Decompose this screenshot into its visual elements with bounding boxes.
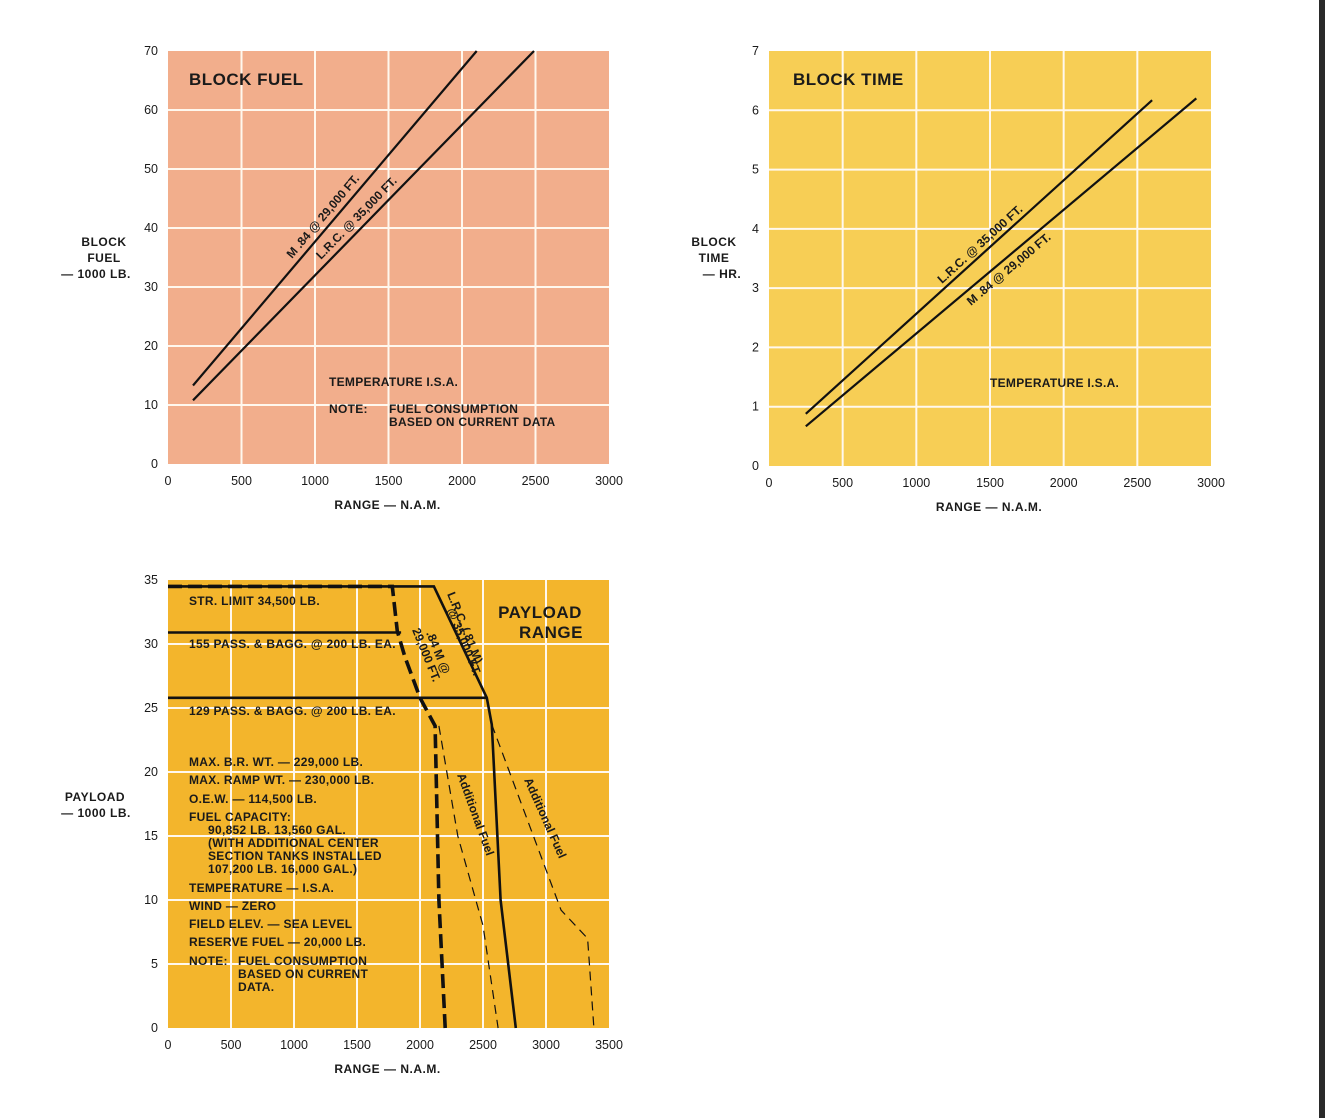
y-tick-label: 0	[151, 1021, 158, 1035]
note-text: WIND — ZERO	[189, 899, 276, 913]
y-tick-label: 7	[752, 44, 759, 58]
page-edge	[1319, 0, 1325, 1118]
x-tick-label: 2000	[1050, 476, 1078, 490]
x-tick-label: 2000	[406, 1038, 434, 1052]
note-text: (WITH ADDITIONAL CENTER	[208, 836, 379, 850]
x-axis-label: RANGE — N.A.M.	[334, 1062, 440, 1076]
y-tick-label: 3	[752, 281, 759, 295]
x-tick-label: 1500	[375, 474, 403, 488]
note-text: FIELD ELEV. — SEA LEVEL	[189, 917, 352, 931]
x-axis-label: RANGE — N.A.M.	[936, 500, 1042, 514]
series-line-1	[805, 97, 1198, 428]
note-text: NOTE:	[329, 402, 368, 416]
note-text: MAX. B.R. WT. — 229,000 LB.	[189, 755, 363, 769]
chart-block-time: 0 500 1000 1500 2000 2500 3000 0 1 2 3 4 5 6 7 RANGE — …	[691, 44, 1225, 514]
x-tick-label: 1000	[280, 1038, 308, 1052]
y-axis-label: — 1000 LB.	[61, 267, 131, 281]
plot-area	[168, 580, 609, 1028]
note-text: TEMPERATURE I.S.A.	[990, 376, 1119, 390]
y-tick-label: 6	[752, 103, 759, 117]
y-tick-label: 30	[144, 637, 158, 651]
y-tick-label: 35	[144, 573, 158, 587]
x-tick-label: 0	[766, 476, 773, 490]
x-tick-label: 2500	[469, 1038, 497, 1052]
note-text: BASED ON CURRENT	[238, 967, 369, 981]
x-tick-label: 1000	[902, 476, 930, 490]
note-text: FUEL CONSUMPTION	[389, 402, 518, 416]
y-axis-label: — 1000 LB.	[61, 806, 131, 820]
x-tick-label: 3500	[595, 1038, 623, 1052]
y-tick-label: 2	[752, 340, 759, 354]
note-text: O.E.W. — 114,500 LB.	[189, 792, 317, 806]
y-tick-label: 4	[752, 222, 759, 236]
y-tick-label: 5	[151, 957, 158, 971]
y-tick-label: 20	[144, 339, 158, 353]
limit-label: STR. LIMIT 34,500 LB.	[189, 594, 320, 608]
y-tick-label: 70	[144, 44, 158, 58]
y-tick-label: 0	[151, 457, 158, 471]
x-tick-label: 1500	[976, 476, 1004, 490]
x-tick-label: 2000	[448, 474, 476, 488]
x-tick-label: 1500	[343, 1038, 371, 1052]
note-text: NOTE:	[189, 954, 228, 968]
y-axis-label: PAYLOAD	[65, 790, 125, 804]
note-text: BASED ON CURRENT DATA	[389, 415, 556, 429]
x-tick-label: 3000	[595, 474, 623, 488]
series-line-2	[438, 725, 499, 1029]
y-tick-label: 15	[144, 829, 158, 843]
y-tick-label: 1	[752, 400, 759, 414]
limit-label: 155 PASS. & BAGG. @ 200 LB. EA.	[189, 637, 396, 651]
series-line-1	[192, 50, 535, 402]
x-tick-label: 2500	[522, 474, 550, 488]
x-tick-label: 0	[165, 474, 172, 488]
y-tick-label: 20	[144, 765, 158, 779]
y-axis-label: BLOCK	[81, 235, 126, 249]
y-tick-label: 10	[144, 398, 158, 412]
y-tick-label: 40	[144, 221, 158, 235]
series-line-3	[491, 724, 595, 1029]
x-axis-label: RANGE — N.A.M.	[334, 498, 440, 512]
note-text: 90,852 LB. 13,560 GAL.	[208, 823, 346, 837]
chart-title: RANGE	[519, 623, 583, 642]
series-line-0	[805, 99, 1153, 415]
note-text: MAX. RAMP WT. — 230,000 LB.	[189, 773, 374, 787]
note-text: TEMPERATURE I.S.A.	[329, 375, 458, 389]
chart-block-fuel: 0 500 1000 1500 2000 2500 3000 0 10 20 30 40 50 60 70 R…	[61, 44, 623, 512]
note-text: SECTION TANKS INSTALLED	[208, 849, 382, 863]
y-tick-label: 30	[144, 280, 158, 294]
y-axis-label: TIME	[699, 251, 730, 265]
y-axis-label: FUEL	[87, 251, 120, 265]
chart-title: PAYLOAD	[498, 603, 582, 622]
chart-payload-range: 0 500 1000 1500 2000 2500 3000 3500 0 5 10 15 20 25 30…	[61, 573, 623, 1076]
y-tick-label: 60	[144, 103, 158, 117]
series-line-1	[168, 584, 447, 1029]
x-tick-label: 500	[221, 1038, 242, 1052]
limit-label: 129 PASS. & BAGG. @ 200 LB. EA.	[189, 704, 396, 718]
x-tick-label: 500	[832, 476, 853, 490]
note-text: TEMPERATURE — I.S.A.	[189, 881, 334, 895]
y-tick-label: 50	[144, 162, 158, 176]
x-tick-label: 0	[165, 1038, 172, 1052]
x-tick-label: 1000	[301, 474, 329, 488]
y-axis-label: — HR.	[703, 267, 742, 281]
y-axis-label: BLOCK	[691, 235, 736, 249]
series-line-0	[192, 50, 478, 387]
note-text: 107,200 LB. 16,000 GAL.)	[208, 862, 357, 876]
x-tick-label: 3000	[1197, 476, 1225, 490]
chart-title: BLOCK FUEL	[189, 70, 304, 89]
y-tick-label: 5	[752, 163, 759, 177]
y-tick-label: 10	[144, 893, 158, 907]
x-tick-label: 500	[231, 474, 252, 488]
note-text: FUEL CONSUMPTION	[238, 954, 367, 968]
x-tick-label: 2500	[1123, 476, 1151, 490]
note-text: RESERVE FUEL — 20,000 LB.	[189, 935, 366, 949]
y-tick-label: 0	[752, 459, 759, 473]
y-tick-label: 25	[144, 701, 158, 715]
note-text: DATA.	[238, 980, 274, 994]
x-tick-label: 3000	[532, 1038, 560, 1052]
note-text: FUEL CAPACITY:	[189, 810, 291, 824]
chart-title: BLOCK TIME	[793, 70, 904, 89]
